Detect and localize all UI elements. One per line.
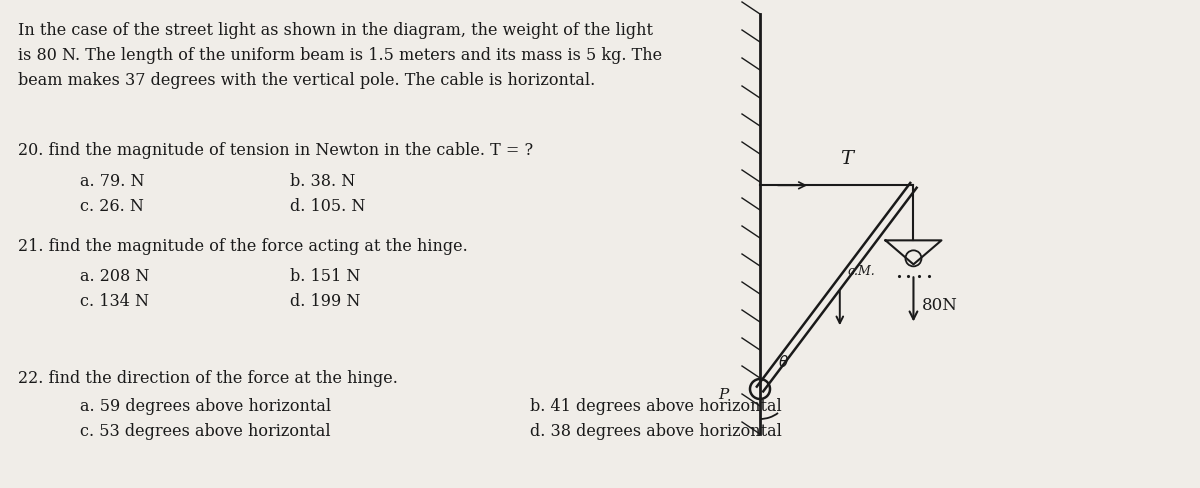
Text: a. 208 N: a. 208 N [80,267,149,285]
Text: c. 26. N: c. 26. N [80,198,144,215]
Text: P: P [718,387,728,401]
Text: c.M.: c.M. [848,264,876,278]
Text: 22. find the direction of the force at the hinge.: 22. find the direction of the force at t… [18,369,398,386]
Text: $\theta$: $\theta$ [778,353,790,369]
Text: b. 151 N: b. 151 N [290,267,360,285]
Text: c. 134 N: c. 134 N [80,292,149,309]
Text: 20. find the magnitude of tension in Newton in the cable. T = ?: 20. find the magnitude of tension in New… [18,142,533,159]
Text: a. 59 degrees above horizontal: a. 59 degrees above horizontal [80,397,331,414]
Text: c. 53 degrees above horizontal: c. 53 degrees above horizontal [80,422,331,439]
Text: d. 38 degrees above horizontal: d. 38 degrees above horizontal [530,422,782,439]
Text: b. 38. N: b. 38. N [290,173,355,190]
Text: 21. find the magnitude of the force acting at the hinge.: 21. find the magnitude of the force acti… [18,238,468,254]
Text: In the case of the street light as shown in the diagram, the weight of the light: In the case of the street light as shown… [18,22,662,88]
Text: T: T [840,150,853,168]
Text: d. 105. N: d. 105. N [290,198,365,215]
Text: a. 79. N: a. 79. N [80,173,144,190]
Text: d. 199 N: d. 199 N [290,292,360,309]
Text: 80N: 80N [922,296,958,313]
Text: b. 41 degrees above horizontal: b. 41 degrees above horizontal [530,397,781,414]
